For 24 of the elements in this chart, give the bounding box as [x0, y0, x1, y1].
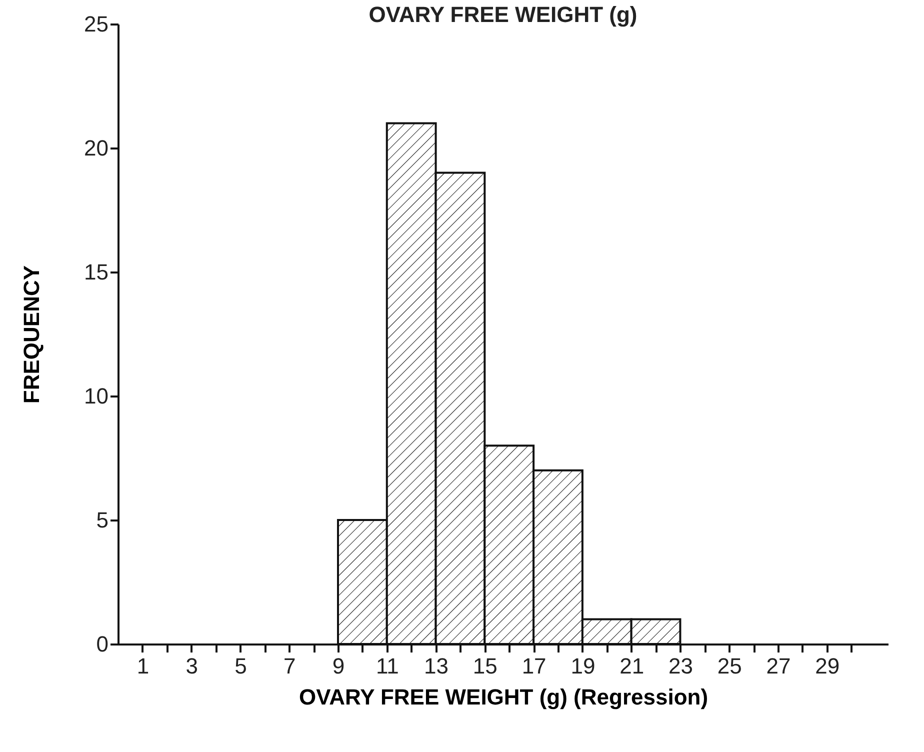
y-tick-label: 0 — [96, 632, 108, 656]
x-tick-label: 5 — [234, 654, 247, 678]
x-tick-label: 13 — [424, 654, 449, 678]
x-tick-label: 19 — [570, 654, 596, 678]
y-tick-label: 5 — [96, 508, 108, 532]
x-tick-label: 3 — [186, 654, 198, 678]
x-tick-label: 21 — [620, 654, 644, 678]
x-tick-label: 7 — [283, 654, 296, 678]
y-axis-title: FREQUENCY — [19, 265, 44, 404]
x-tick-label: 23 — [668, 654, 693, 678]
y-tick-label: 25 — [84, 12, 108, 36]
x-tick-label: 15 — [472, 654, 498, 678]
x-tick-label: 1 — [136, 654, 150, 678]
x-tick-label: 11 — [376, 654, 399, 678]
x-tick-label: 17 — [522, 654, 546, 678]
y-tick-label: 20 — [84, 136, 108, 160]
y-tick-label: 10 — [84, 384, 108, 408]
x-tick-label: 25 — [717, 654, 742, 678]
x-axis-title: OVARY FREE WEIGHT (g) (Regression) — [298, 684, 708, 710]
x-tick-label: 29 — [815, 654, 840, 678]
x-tick-label: 9 — [332, 654, 345, 678]
x-tick-label: 27 — [766, 654, 791, 678]
y-tick-label: 15 — [84, 260, 108, 284]
chart-title: OVARY FREE WEIGHT (g) — [368, 2, 638, 27]
